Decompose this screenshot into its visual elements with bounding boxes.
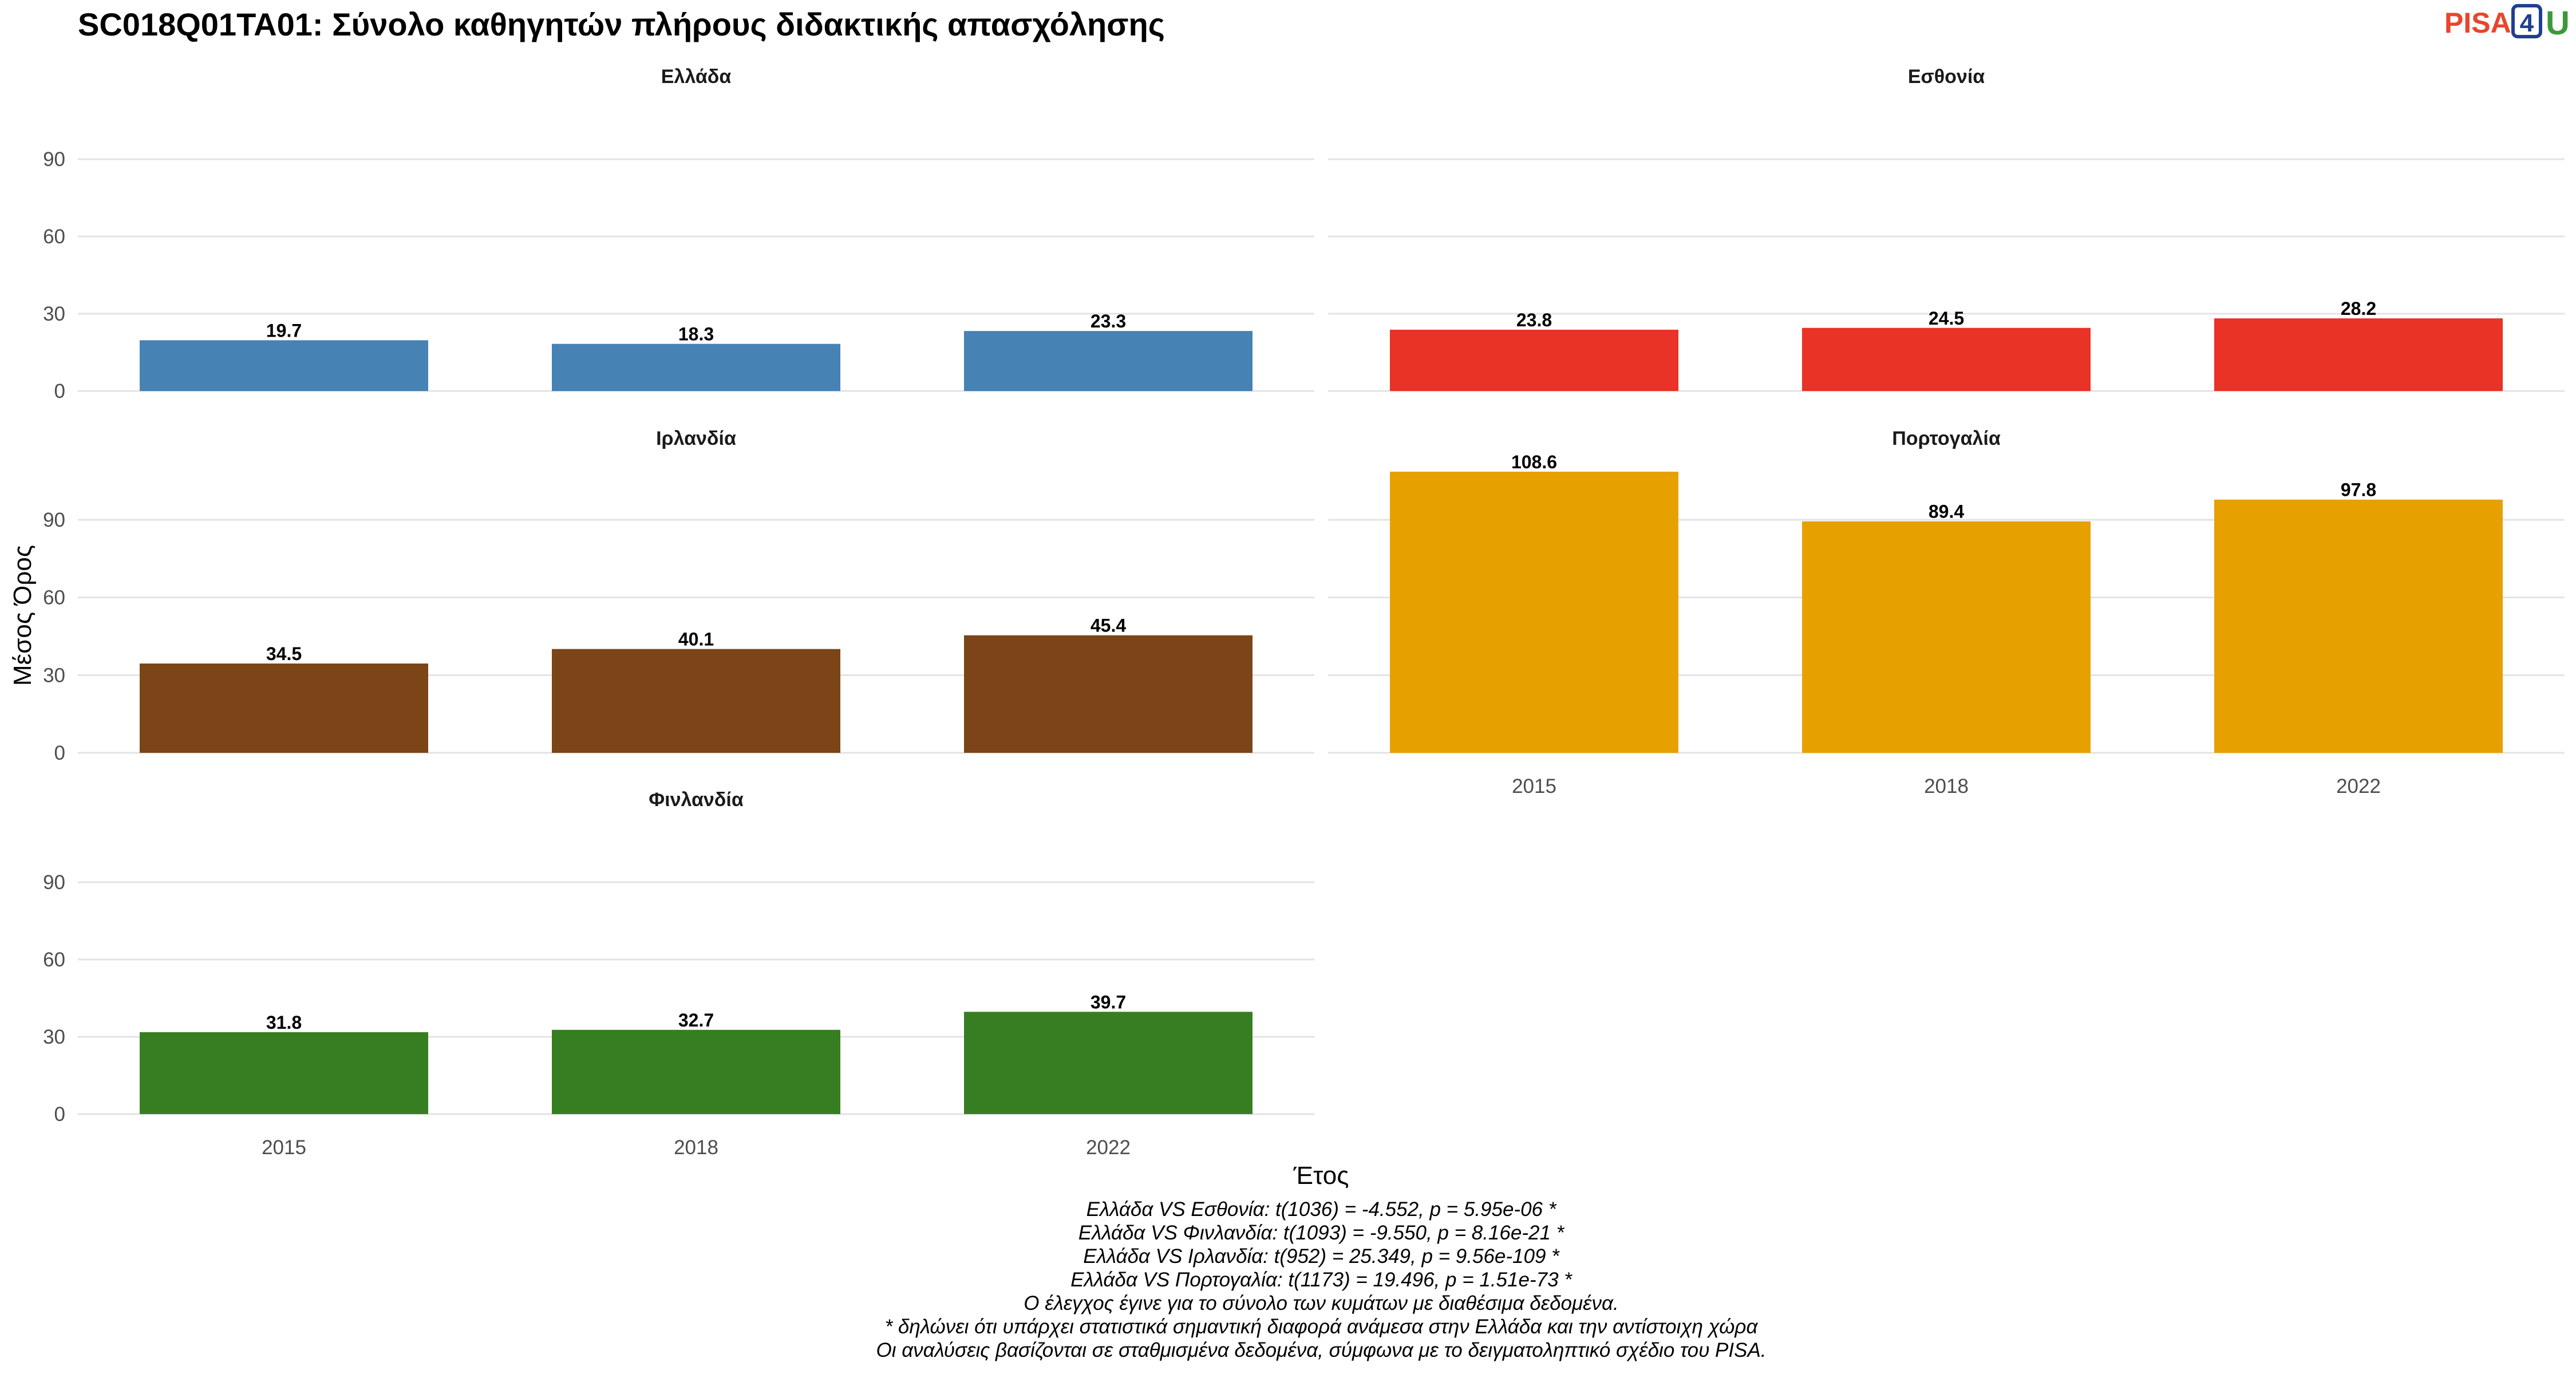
bar [2214,499,2503,753]
x-tick-label: 2015 [262,1136,306,1159]
y-tick-label: 60 [43,949,65,971]
bar [140,1032,428,1114]
caption: Ελλάδα VS Εσθονία: t(1036) = -4.552, p =… [876,1198,1766,1361]
y-tick-label: 30 [43,664,65,686]
bar [1802,521,2091,753]
panel-5: 0 30 60 90 Φινλανδία 31.8 32.7 39.7 2015 2018 2022 [43,789,1314,1159]
data-label: 31.8 [266,1012,302,1033]
logo-box [2511,4,2542,38]
caption-line: Ελλάδα VS Πορτογαλία: t(1173) = 19.496, … [1070,1269,1573,1291]
panel-title: Ελλάδα [661,66,732,88]
panel-title: Φινλανδία [649,789,744,811]
data-label: 19.7 [266,320,302,341]
bar [964,635,1253,753]
data-label: 45.4 [1091,615,1126,636]
y-tick-label: 90 [43,509,65,531]
facet-panels: 0 30 60 90 Ελλάδα 19.7 18.3 23.3 Εσθονία 23.8 24.5… [43,66,2565,1159]
panel-3: 0 30 60 90 Ιρλανδία 34.5 40.1 45.4 [43,428,1314,764]
x-tick-label: 2018 [1924,775,1969,797]
y-tick-label: 0 [54,380,65,402]
bar [140,663,428,753]
data-label: 23.3 [1091,311,1126,331]
panel-4: Πορτογαλία 108.6 89.4 97.8 2015 2018 2022 [1328,428,2565,797]
y-tick-label: 90 [43,148,65,171]
caption-line: Οι αναλύσεις βασίζονται σε σταθμισμένα δ… [876,1339,1766,1361]
data-label: 32.7 [678,1010,714,1030]
y-tick-label: 60 [43,226,65,248]
y-tick-label: 90 [43,871,65,894]
bar [964,1012,1253,1114]
data-label: 89.4 [1929,502,1964,522]
bar [552,649,840,753]
panel-title: Ιρλανδία [656,428,736,449]
data-label: 39.7 [1091,992,1126,1012]
caption-line: Ελλάδα VS Φινλανδία: t(1093) = -9.550, p… [1078,1222,1565,1244]
panel-title: Πορτογαλία [1892,428,2001,449]
bar [1802,327,2091,391]
bar [140,340,428,391]
y-tick-label: 0 [54,1103,65,1126]
data-label: 18.3 [678,324,714,345]
bar [1390,471,1678,753]
y-tick-label: 30 [43,1026,65,1048]
x-tick-label: 2015 [1512,775,1556,797]
panel-title: Εσθονία [1908,66,1985,88]
y-tick-label: 0 [54,742,65,764]
chart-title: SC018Q01TA01: Σύνολο καθηγητών πλήρους δ… [78,6,1165,42]
logo-text-pisa: PISA [2444,7,2511,39]
bar [1390,329,1678,391]
x-tick-label: 2018 [674,1136,718,1159]
bar [964,331,1253,391]
x-tick-label: 2022 [2336,775,2381,797]
y-axis-title: Μέσος Όρος [9,545,37,686]
logo-text-u: U [2546,5,2570,42]
data-label: 24.5 [1929,308,1964,329]
data-label: 34.5 [266,643,302,664]
caption-line: Ελλάδα VS Εσθονία: t(1036) = -4.552, p =… [1086,1198,1557,1221]
data-label: 23.8 [1516,310,1552,330]
panel-1: 0 30 60 90 Ελλάδα 19.7 18.3 23.3 [43,66,1314,402]
caption-line: Ο έλεγχος έγινε για το σύνολο των κυμάτω… [1024,1292,1619,1314]
x-tick-label: 2022 [1086,1136,1131,1159]
bar [552,1029,840,1114]
bar [552,344,840,391]
data-label: 40.1 [678,629,714,650]
pisa4u-logo: PISA 4 U [2444,4,2570,42]
data-label: 97.8 [2341,480,2376,500]
caption-line: Ελλάδα VS Ιρλανδία: t(952) = 25.349, p =… [1083,1245,1560,1268]
data-label: 108.6 [1511,452,1557,472]
bar [2214,318,2503,391]
x-axis-title: Έτος [1293,1162,1349,1190]
y-tick-label: 30 [43,303,65,325]
y-tick-label: 60 [43,587,65,609]
logo-text-4: 4 [2520,9,2534,37]
data-label: 28.2 [2341,298,2376,319]
caption-line: * δηλώνει ότι υπάρχει στατιστικά σημαντι… [885,1316,1759,1338]
panel-2: Εσθονία 23.8 24.5 28.2 [1328,66,2565,392]
